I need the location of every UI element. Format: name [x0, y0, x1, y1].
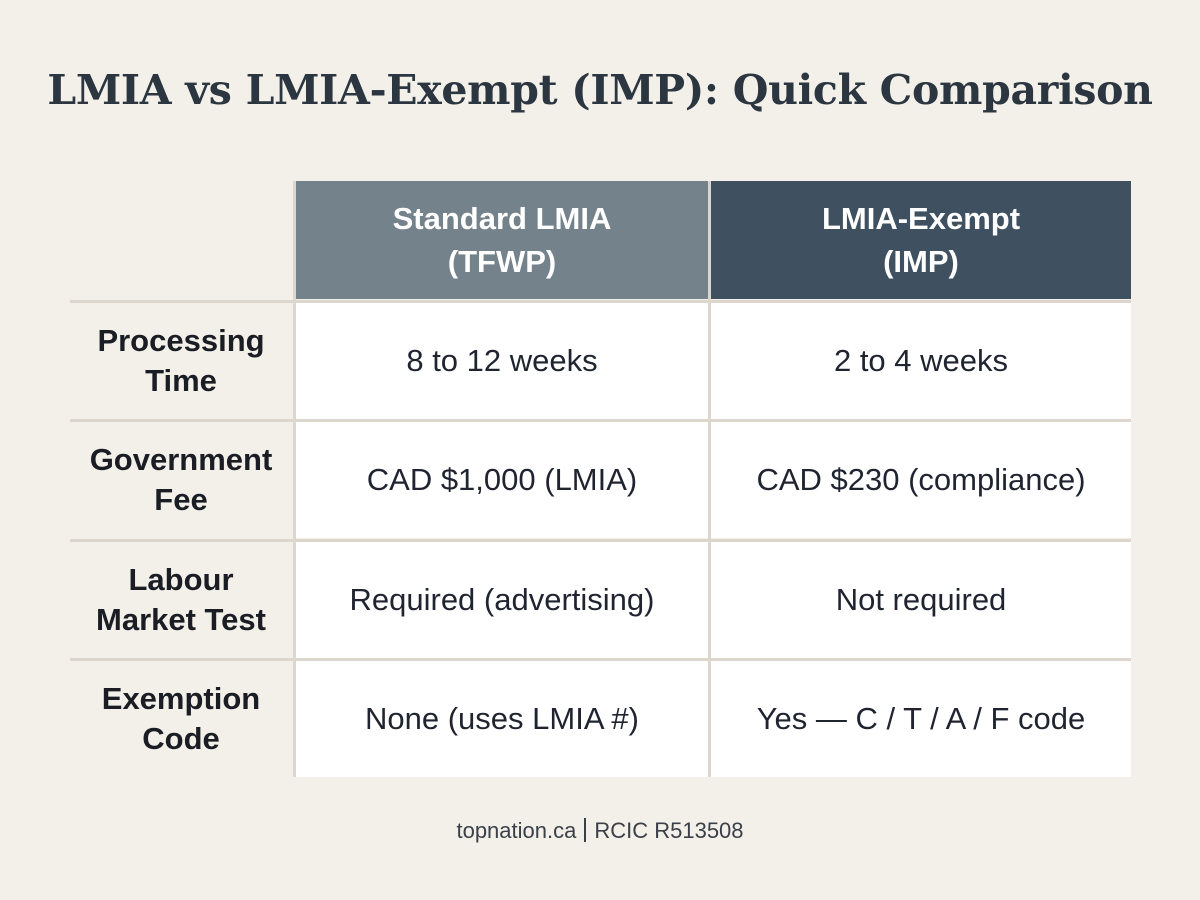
row-divider: [70, 539, 1131, 542]
column-divider: [708, 181, 711, 777]
table-cell: None (uses LMIA #): [296, 661, 708, 777]
row-divider: [70, 300, 1131, 303]
row-label-processing-time: Processing Time: [70, 303, 292, 419]
row-label-labour-market-test: Labour Market Test: [70, 542, 292, 658]
comparison-table: Standard LMIA (TFWP) LMIA-Exempt (IMP) P…: [70, 181, 1131, 777]
column-divider: [293, 181, 296, 777]
footer: topnation.ca RCIC R513508: [0, 818, 1200, 844]
footer-site: topnation.ca: [456, 818, 577, 843]
footer-separator: [584, 818, 587, 842]
column-header-label: LMIA-Exempt (IMP): [821, 201, 1021, 279]
row-divider: [70, 419, 1131, 422]
column-header-lmia-exempt: LMIA-Exempt (IMP): [711, 181, 1131, 299]
table-cell: Yes — C / T / A / F code: [711, 661, 1131, 777]
footer-license: RCIC R513508: [594, 818, 744, 843]
row-label-government-fee: Government Fee: [70, 422, 292, 538]
table-cell: 2 to 4 weeks: [711, 303, 1131, 419]
column-header-label: Standard LMIA (TFWP): [392, 201, 612, 279]
table-cell: CAD $230 (compliance): [711, 422, 1131, 538]
row-divider: [70, 658, 1131, 661]
page-title: LMIA vs LMIA-Exempt (IMP): Quick Compari…: [47, 66, 1153, 114]
table-cell: Required (advertising): [296, 542, 708, 658]
table-cell: Not required: [711, 542, 1131, 658]
table-cell: 8 to 12 weeks: [296, 303, 708, 419]
table-cell: CAD $1,000 (LMIA): [296, 422, 708, 538]
column-header-standard-lmia: Standard LMIA (TFWP): [296, 181, 708, 299]
row-label-exemption-code: Exemption Code: [70, 661, 292, 777]
